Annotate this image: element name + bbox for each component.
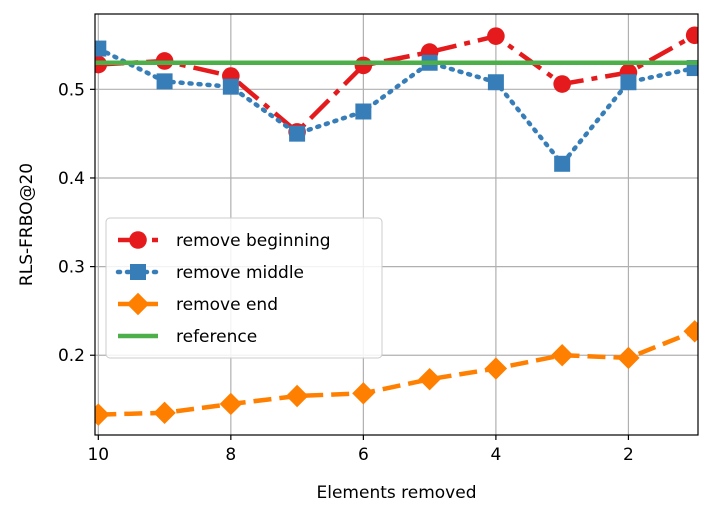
data-point-circle (685, 26, 698, 45)
x-axis-label: Elements removed (317, 483, 477, 503)
data-point-square (554, 155, 571, 172)
series-line (98, 33, 696, 135)
x-tick-label: 8 (225, 445, 236, 465)
series-line (98, 329, 696, 417)
plot-frame (94, 13, 699, 436)
y-tick-label: 0.3 (58, 258, 85, 278)
data-point-square (620, 74, 637, 91)
legend-item: reference (118, 327, 257, 347)
data-point-diamond (550, 344, 574, 367)
x-tick-label: 2 (623, 445, 634, 465)
data-point-diamond (285, 384, 309, 408)
y-tick-label: 0.4 (58, 169, 85, 189)
legend-box (105, 217, 383, 359)
y-tick-label: 0.2 (58, 346, 85, 366)
legend-item: remove beginning (118, 231, 331, 251)
x-tick-label: 4 (490, 445, 501, 465)
series-remove-end (95, 320, 698, 426)
data-point-square (95, 40, 107, 57)
data-point-square (130, 264, 146, 280)
data-point-diamond (617, 346, 640, 370)
x-tick-label: 10 (87, 445, 109, 465)
data-point-circle (553, 75, 571, 93)
y-tick-label: 0.5 (58, 80, 85, 100)
data-point-diamond (126, 292, 150, 316)
legend-label: reference (176, 327, 257, 347)
legend-label: remove end (176, 295, 278, 315)
legend-label: remove beginning (176, 231, 331, 251)
legend-label: remove middle (176, 263, 304, 283)
data-point-diamond (352, 382, 375, 405)
data-point-square (686, 60, 698, 77)
data-point-square (487, 74, 504, 91)
series-remove-middle (95, 40, 698, 172)
series-layer (95, 26, 698, 426)
axis-ticks: 10 8 6 4 2 0.2 0.3 0.4 0.5 (58, 80, 634, 465)
data-point-diamond (95, 403, 110, 426)
data-point-circle (487, 27, 505, 45)
legend-item: remove middle (115, 263, 304, 283)
series-line (96, 46, 697, 167)
data-point-diamond (683, 320, 698, 343)
data-point-circle (129, 231, 147, 249)
legend-item: remove end (118, 292, 278, 316)
data-point-square (355, 103, 372, 120)
data-point-square (289, 125, 306, 142)
y-axis-label: RLS-FRBO@20 (17, 163, 37, 286)
data-point-circle (354, 56, 373, 75)
data-point-diamond (484, 357, 508, 380)
data-point-square (156, 73, 173, 90)
data-point-diamond (418, 367, 441, 391)
data-point-diamond (153, 401, 176, 425)
x-tick-label: 6 (358, 445, 369, 465)
legend: remove beginning remove middle remove end r… (105, 217, 383, 359)
data-point-square (222, 78, 239, 95)
data-point-diamond (219, 392, 243, 416)
